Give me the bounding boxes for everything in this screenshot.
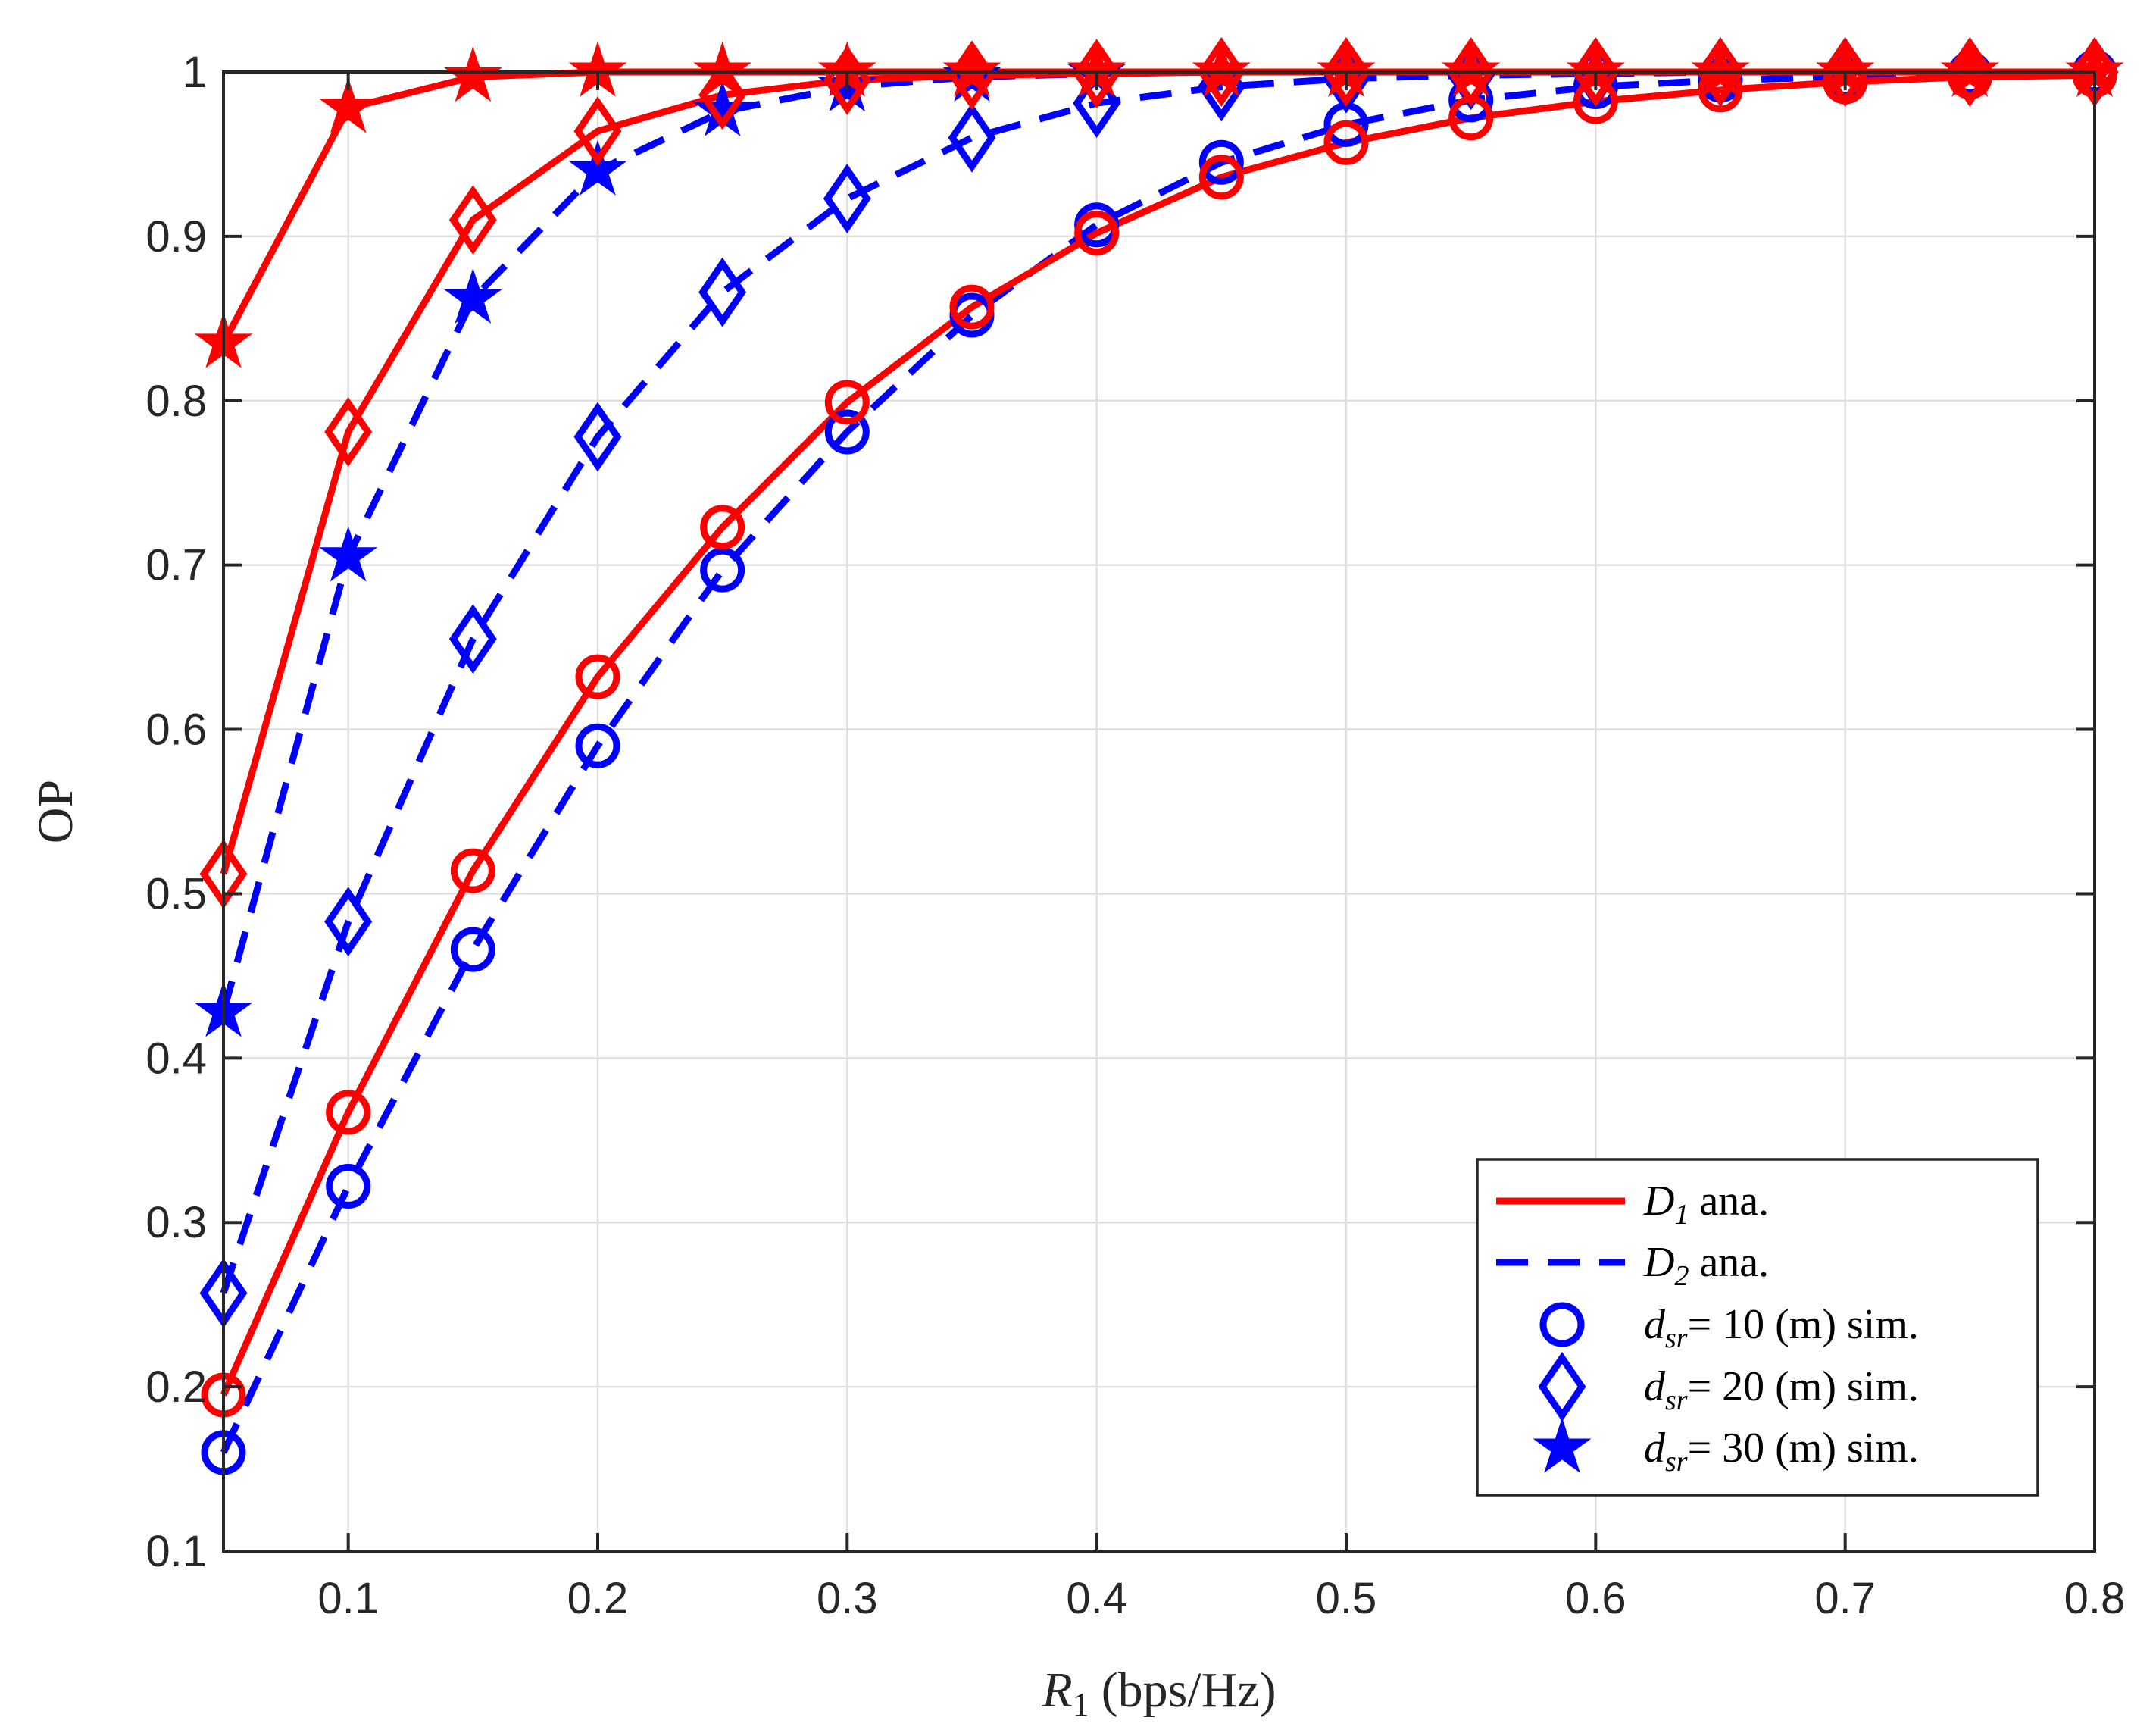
y-tick-label: 0.4	[145, 1034, 207, 1083]
legend-entry-label: dsr= 20 (m) sim.	[1644, 1363, 1919, 1416]
data-point-d1-dsr10	[1323, 120, 1369, 165]
x-tick-label: 0.1	[317, 1574, 379, 1623]
axes-box	[222, 70, 2096, 1553]
data-point-d1-dsr30	[693, 41, 752, 97]
legend-entry-var: d	[1644, 1301, 1666, 1348]
data-point-d2-dsr20	[698, 257, 747, 327]
data-point-d2-dsr10	[450, 927, 495, 972]
data-point-d1-dsr20	[1197, 37, 1245, 107]
data-point-d1-dsr30	[1940, 41, 1999, 97]
y-tick-label: 1	[183, 48, 207, 97]
data-point-d1-dsr10	[326, 1090, 371, 1135]
ticks	[223, 70, 2096, 1553]
data-point-d1-dsr20	[1447, 37, 1495, 107]
legend-entry-sub: sr	[1665, 1446, 1688, 1478]
data-point-d1-dsr20	[1696, 37, 1745, 107]
legend-entry-rest: ana.	[1689, 1239, 1769, 1286]
y-tick-label: 0.1	[145, 1527, 207, 1576]
y-tick-label: 0.8	[145, 377, 207, 426]
data-point-d2-dsr10	[700, 547, 745, 593]
data-point-d2-dsr10	[1198, 139, 1244, 185]
data-point-d1-dsr30	[443, 46, 502, 102]
x-tick-label: 0.4	[1066, 1574, 1127, 1623]
legend-entry-label: D2 ana.	[1643, 1239, 1769, 1292]
data-point-d1-dsr20	[1821, 37, 1870, 107]
data-point-d2-dsr30	[319, 526, 378, 582]
legend-entry-label: dsr= 10 (m) sim.	[1644, 1301, 1919, 1354]
x-axis-label: R1 (bps/Hz)	[1041, 1663, 1276, 1723]
data-point-d2-dsr30	[443, 267, 502, 324]
series-line-d2-dsr10	[220, 68, 2095, 1454]
data-point-d1-dsr20	[1322, 37, 1370, 107]
y-tick-label: 0.5	[145, 869, 207, 918]
legend-marker-circle	[1539, 1302, 1585, 1347]
data-point-d1-dsr10	[700, 505, 745, 550]
data-point-d1-dsr10	[1198, 155, 1244, 200]
data-point-d1-dsr10	[575, 654, 620, 699]
legend-entry-var: D	[1643, 1239, 1674, 1286]
legend-entry-rest: ana.	[1689, 1178, 1769, 1225]
legend-entry-sub: 1	[1674, 1199, 1689, 1231]
data-point-d1-dsr20	[573, 96, 622, 167]
data-point-d1-dsr10	[949, 284, 995, 330]
data-point-d2-dsr10	[326, 1164, 371, 1209]
legend-entry-rest: = 30 (m) sim.	[1688, 1425, 1919, 1472]
data-point-d1-dsr10	[824, 380, 870, 425]
legend-entry-label: D1 ana.	[1643, 1178, 1769, 1231]
data-point-d2-dsr20	[573, 402, 622, 472]
x-tick-label: 0.3	[817, 1574, 878, 1623]
x-tick-label: 0.7	[1814, 1574, 1876, 1623]
data-point-d2-dsr20	[448, 604, 497, 674]
tick-labels: 0.1 0.2 0.3 0.4 0.5 0.6 0.7 0.8 0.1 0.2 0.3 0.4 0.5 0…	[145, 48, 2125, 1623]
data-point-d1-dsr20	[448, 185, 497, 255]
data-point-d2-dsr20	[823, 164, 871, 233]
data-point-d1-dsr30	[319, 77, 378, 133]
data-point-d1-dsr30	[1192, 41, 1251, 97]
y-tick-label: 0.9	[145, 212, 207, 261]
x-tick-label: 0.2	[567, 1574, 629, 1623]
legend-entry-var: d	[1644, 1363, 1666, 1410]
y-tick-label: 0.7	[145, 541, 207, 590]
legend-marker-diamond	[1538, 1352, 1586, 1422]
data-point-d2-dsr20	[324, 887, 373, 957]
x-tick-label: 0.8	[2064, 1574, 2126, 1623]
legend: D1 ana.D2 ana.dsr= 10 (m) sim.dsr= 20 (m…	[1476, 1158, 2039, 1497]
legend-entry-sub: 2	[1674, 1260, 1689, 1292]
x-tick-label: 0.6	[1565, 1574, 1626, 1623]
y-axis-label: OP	[28, 780, 83, 843]
y-tick-label: 0.2	[145, 1362, 207, 1412]
y-tick-label: 0.6	[145, 705, 207, 755]
data-point-d1-dsr20	[324, 397, 373, 467]
data-point-d2-dsr20	[948, 102, 996, 173]
data-point-d1-dsr30	[1442, 41, 1501, 97]
legend-entry-var: d	[1644, 1425, 1666, 1472]
legend-marker-star	[1533, 1417, 1592, 1473]
y-tick-label: 0.3	[145, 1198, 207, 1247]
data-point-d1-dsr20	[1945, 37, 1994, 107]
legend-entry-rest: = 10 (m) sim.	[1688, 1301, 1919, 1348]
x-tick-label: 0.5	[1316, 1574, 1377, 1623]
data-point-d2-dsr10	[824, 409, 870, 455]
data-point-d1-dsr30	[1691, 41, 1750, 97]
data-point-d1-dsr10	[450, 848, 495, 893]
data-point-d1-dsr20	[1571, 37, 1620, 107]
legend-entry-sub: sr	[1665, 1384, 1688, 1416]
legend-entry-label: dsr= 30 (m) sim.	[1644, 1425, 1919, 1478]
legend-entry-rest: = 20 (m) sim.	[1688, 1363, 1919, 1410]
series-line-d1-dsr10	[220, 71, 2095, 1397]
data-point-d2-dsr30	[568, 139, 627, 196]
data-point-d1-dsr10	[1074, 211, 1120, 256]
data-point-d2-dsr10	[575, 723, 620, 768]
legend-entry-sub: sr	[1665, 1322, 1688, 1354]
legend-entry-var: D	[1643, 1178, 1674, 1225]
data-point-d1-dsr30	[942, 41, 1001, 97]
